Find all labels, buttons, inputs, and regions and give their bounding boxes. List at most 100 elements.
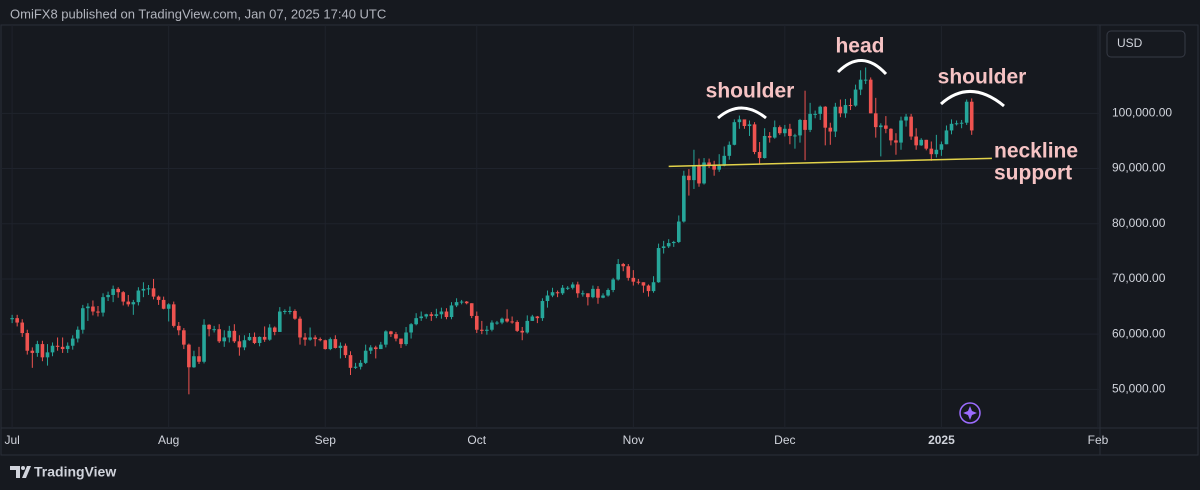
candle-body (101, 297, 105, 313)
candle-body (586, 293, 590, 298)
candle-body (454, 302, 459, 306)
candle-body (949, 123, 954, 131)
candle-body (277, 311, 282, 332)
x-tick-label: Nov (623, 433, 644, 447)
candle-body (757, 151, 762, 159)
candle-body (308, 337, 312, 340)
candle-body (788, 128, 792, 136)
candle-body (798, 119, 802, 136)
candle-body (843, 105, 848, 114)
candle-body (934, 149, 939, 155)
footer: TradingView (34, 464, 116, 480)
candle-body (151, 288, 156, 297)
candle-body (545, 295, 550, 302)
candle-body (333, 339, 338, 348)
candle-body (601, 295, 605, 298)
candle-body (25, 333, 30, 351)
candle-body (459, 301, 464, 303)
candle-body (808, 113, 812, 130)
candle-body (853, 89, 858, 106)
candle-body (176, 325, 181, 331)
candle-body (515, 322, 519, 331)
candle-body (813, 113, 817, 115)
candle-body (651, 282, 656, 292)
candle-body (803, 119, 807, 130)
candle-body (75, 329, 80, 339)
chart-frame (0, 24, 1199, 456)
candle-body (399, 338, 403, 345)
candle-body (889, 128, 893, 141)
candle-body (707, 162, 711, 166)
candle-body (394, 334, 398, 339)
candle-body (555, 292, 560, 294)
candle-body (863, 79, 868, 81)
candle-body (712, 165, 716, 170)
annotation: shoulder (706, 80, 795, 103)
y-tick-label: 70,000.00 (1112, 271, 1166, 285)
candle-body (156, 296, 161, 300)
candle-body (338, 345, 343, 348)
y-tick-label: 60,000.00 (1112, 326, 1166, 340)
currency-box[interactable] (1106, 30, 1186, 58)
candle-body (146, 288, 151, 290)
currency-button[interactable]: USD (1106, 30, 1186, 58)
candle-body (116, 288, 120, 293)
x-tick-label: Aug (158, 433, 179, 447)
annotation: shoulder (938, 66, 1027, 89)
y-tick-label: 80,000.00 (1112, 216, 1166, 230)
y-tick-label: 50,000.00 (1112, 382, 1166, 396)
candle-body (581, 293, 585, 295)
candle-body (505, 318, 509, 322)
candle-body (469, 303, 474, 316)
candle-body (272, 327, 277, 332)
icon-star[interactable] (963, 406, 977, 420)
candle-body (368, 347, 373, 351)
icon-ring[interactable] (959, 402, 981, 424)
candle-body (257, 336, 262, 343)
candle-body (767, 135, 772, 138)
candle-body (616, 264, 620, 280)
candle-body (500, 318, 504, 323)
candle-body (298, 318, 302, 338)
candle-body (919, 139, 924, 146)
candle-body (570, 284, 575, 288)
x-tick-label: Oct (467, 433, 486, 447)
candle-body (424, 314, 429, 317)
candle-body (136, 290, 141, 303)
candle-body (444, 311, 449, 318)
candle-body (81, 308, 85, 330)
candle-body (560, 287, 565, 294)
candle-body (358, 362, 363, 367)
candle-body (636, 281, 641, 283)
candle-body (873, 113, 878, 128)
candle-body (550, 292, 555, 296)
candle-body (10, 318, 14, 320)
candle-body (909, 116, 913, 137)
candle-body (899, 120, 903, 143)
candle-body (348, 355, 353, 368)
candle-body (848, 105, 853, 107)
candle-body (904, 116, 908, 121)
candle-body (187, 344, 191, 368)
candle-body (242, 340, 247, 348)
candle-body (641, 282, 646, 286)
candle-body (45, 352, 50, 358)
candle-body (222, 337, 227, 342)
candle-body (434, 314, 439, 316)
candle-body (141, 288, 146, 291)
candle-body (939, 144, 944, 150)
candle-body (232, 330, 237, 342)
logo-mark (22, 466, 31, 478)
assistant-icon[interactable] (959, 402, 981, 424)
candle-body (495, 322, 499, 324)
shoulder-arc (717, 106, 767, 120)
candle-body (490, 322, 494, 330)
candle-body (894, 140, 898, 143)
candle-body (596, 288, 600, 298)
currency-label[interactable]: USD (1117, 36, 1143, 50)
candle-body (30, 350, 35, 353)
candle-body (429, 314, 434, 316)
candle-body (212, 329, 216, 331)
candle-body (692, 165, 696, 181)
candle-body (944, 130, 949, 145)
